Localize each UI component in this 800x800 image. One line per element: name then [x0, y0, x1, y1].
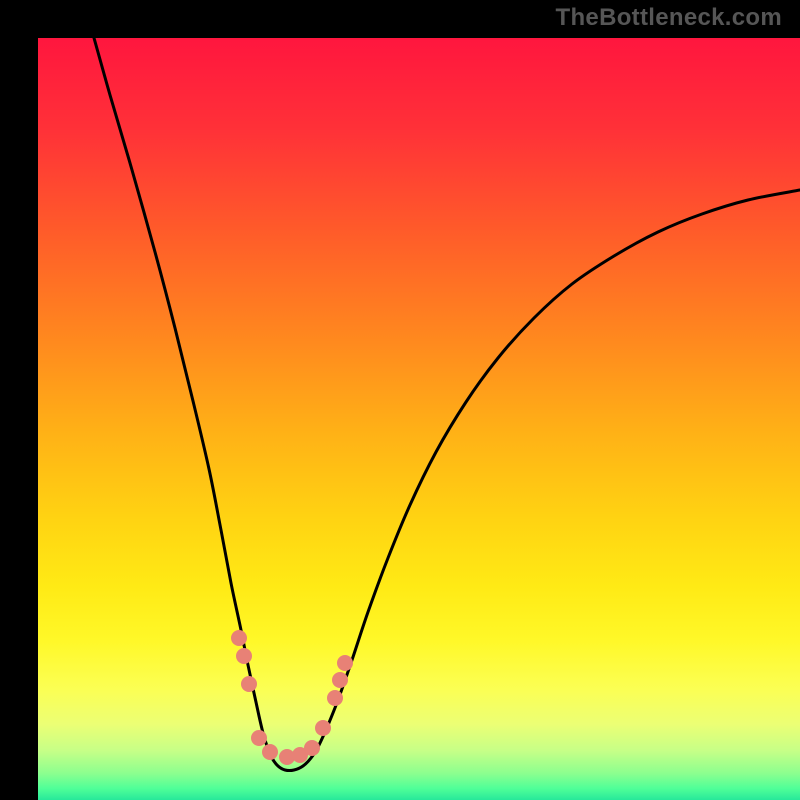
plot-background: [38, 38, 800, 800]
bead-marker: [262, 744, 278, 760]
bead-marker: [337, 655, 353, 671]
bottleneck-chart-svg: [0, 0, 800, 800]
bead-marker: [236, 648, 252, 664]
bead-marker: [327, 690, 343, 706]
bead-marker: [304, 740, 320, 756]
bead-marker: [251, 730, 267, 746]
watermark-text: TheBottleneck.com: [556, 4, 782, 32]
bead-marker: [332, 672, 348, 688]
bead-marker: [241, 676, 257, 692]
chart-frame: TheBottleneck.com: [0, 0, 800, 800]
bead-marker: [315, 720, 331, 736]
bead-marker: [231, 630, 247, 646]
